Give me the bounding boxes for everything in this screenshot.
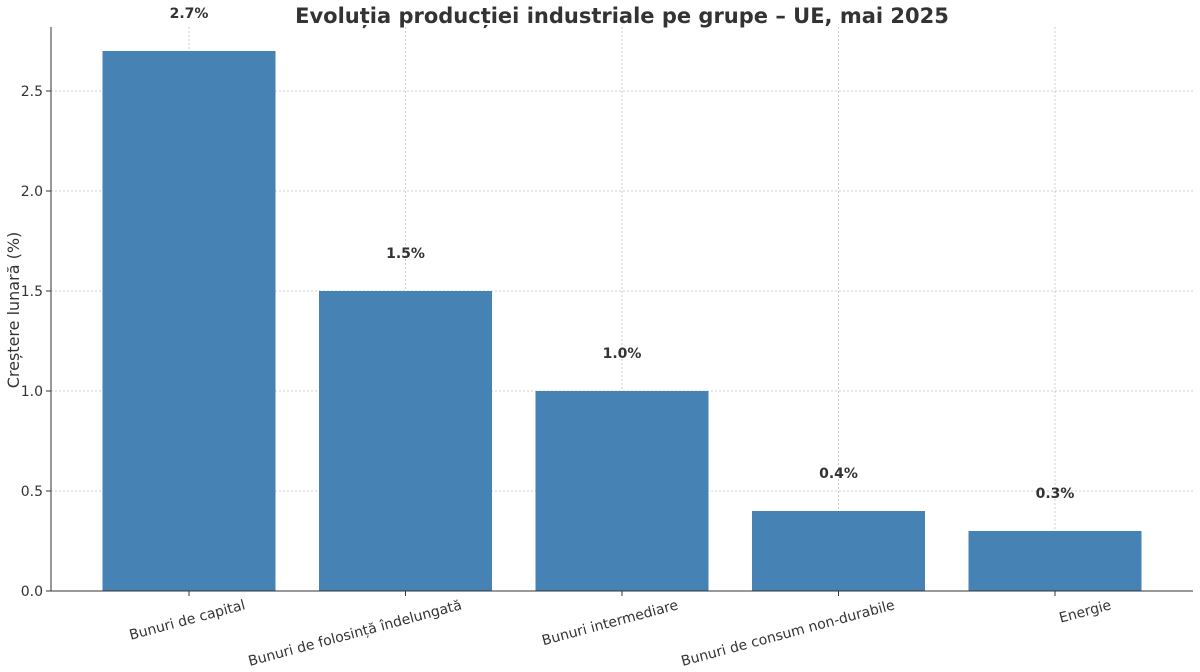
y-axis-ticks: 0.0 0.5 1.0 1.5 2.0 2.5: [21, 84, 51, 600]
y-tick-label: 2.5: [21, 84, 43, 100]
bar: [102, 51, 276, 591]
x-tick-label: Bunuri de capital: [128, 597, 247, 643]
chart-title: Evoluția producției industriale pe grupe…: [295, 4, 949, 29]
x-tick-label: Bunuri de folosință îndelungată: [247, 597, 464, 669]
y-tick-label: 2.0: [21, 184, 43, 200]
x-tick-label: Bunuri de consum non-durabile: [679, 597, 896, 670]
y-tick-label: 0.0: [21, 584, 43, 600]
bar: [319, 291, 492, 591]
data-label: 0.4%: [819, 466, 858, 482]
data-label: 1.5%: [386, 246, 425, 262]
y-axis-label: Creștere lunară (%): [4, 232, 23, 389]
x-axis-ticks: Bunuri de capital Bunuri de folosință înd…: [128, 591, 1113, 670]
bar: [752, 511, 925, 591]
data-label: 1.0%: [603, 346, 642, 362]
bars: [102, 51, 1142, 591]
bar: [968, 531, 1142, 591]
bar: [535, 391, 709, 591]
x-tick-label: Bunuri intermediare: [540, 597, 680, 649]
y-tick-label: 1.0: [21, 384, 43, 400]
y-tick-label: 1.5: [21, 284, 43, 300]
x-tick-label: Energie: [1057, 597, 1113, 626]
data-label: 0.3%: [1036, 486, 1075, 502]
data-label: 2.7%: [170, 6, 209, 22]
data-labels: 2.7% 1.5% 1.0% 0.4% 0.3%: [170, 6, 1075, 502]
y-tick-label: 0.5: [21, 484, 43, 500]
